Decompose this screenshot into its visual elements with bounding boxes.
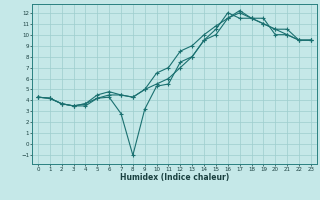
X-axis label: Humidex (Indice chaleur): Humidex (Indice chaleur)	[120, 173, 229, 182]
